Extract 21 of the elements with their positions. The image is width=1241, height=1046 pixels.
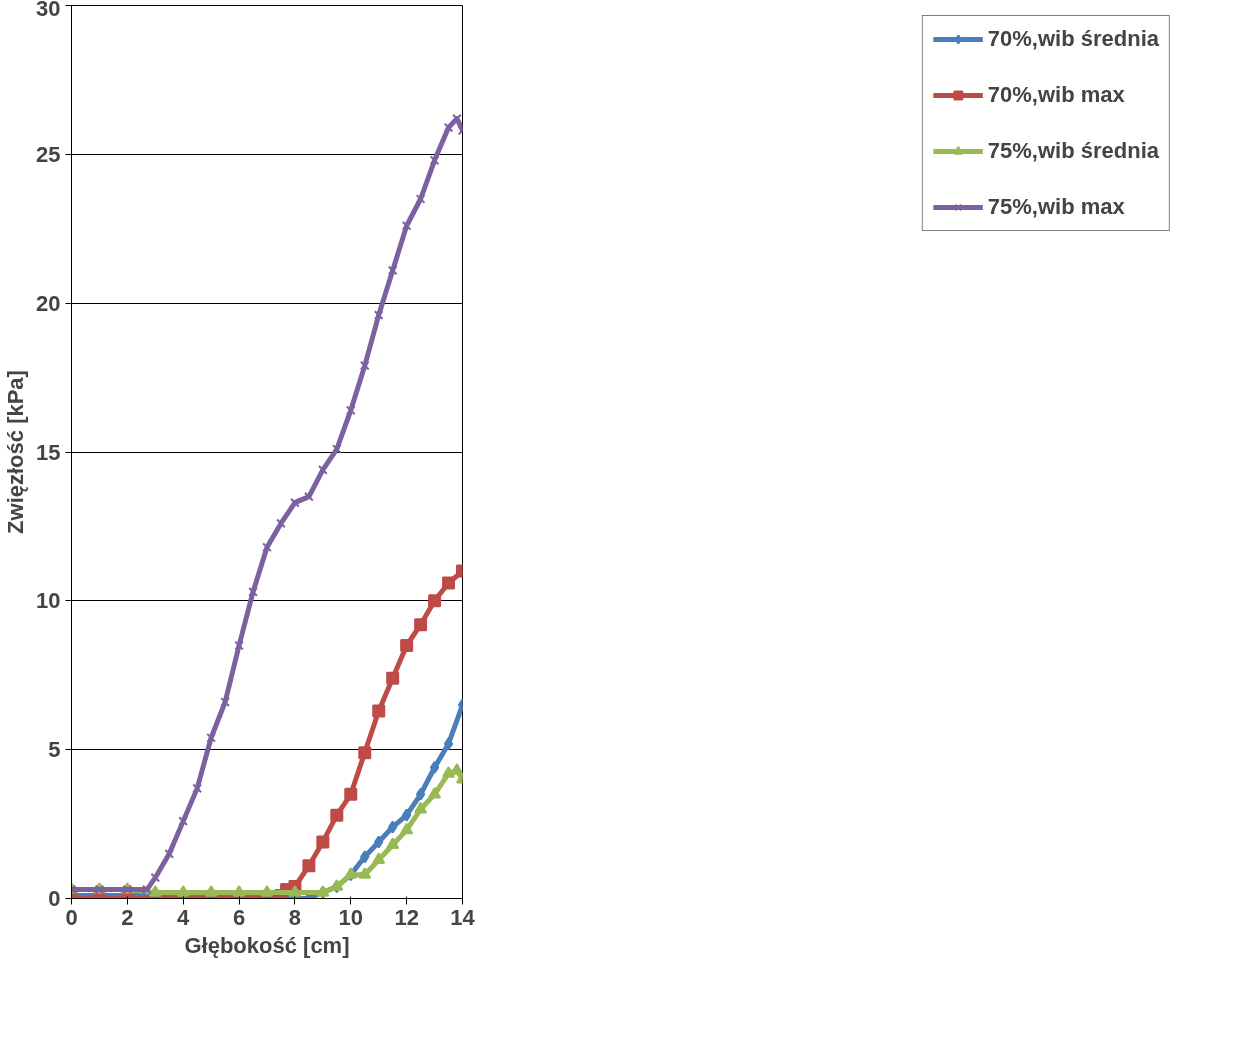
x-tick-label: 10	[338, 904, 364, 930]
y-tick-label: 20	[36, 290, 61, 316]
x-tick-label: 6	[232, 904, 246, 930]
legend-label: 75%,wib średnia	[987, 138, 1159, 164]
legend-label: 75%,wib max	[987, 194, 1125, 220]
x-tick-label: 14	[450, 904, 476, 930]
x-tick-label: 2	[121, 904, 134, 930]
x-tick-label: 4	[177, 904, 191, 930]
y-tick-label: 10	[36, 588, 61, 614]
y-tick-label: 15	[36, 439, 61, 465]
x-axis-title: Głębokość [cm]	[184, 932, 350, 958]
legend-label: 70%,wib średnia	[987, 26, 1159, 52]
y-axis-title: Zwięzłość [kPa]	[3, 370, 29, 534]
y-tick-label: 30	[36, 0, 61, 21]
x-tick-label: 12	[394, 904, 419, 930]
legend-label: 70%,wib max	[987, 82, 1125, 108]
y-tick-label: 0	[48, 886, 61, 911]
y-tick-label: 5	[48, 737, 61, 763]
x-tick-label: 0	[65, 904, 78, 930]
x-tick-label: 8	[288, 904, 302, 930]
y-tick-label: 25	[36, 141, 61, 167]
